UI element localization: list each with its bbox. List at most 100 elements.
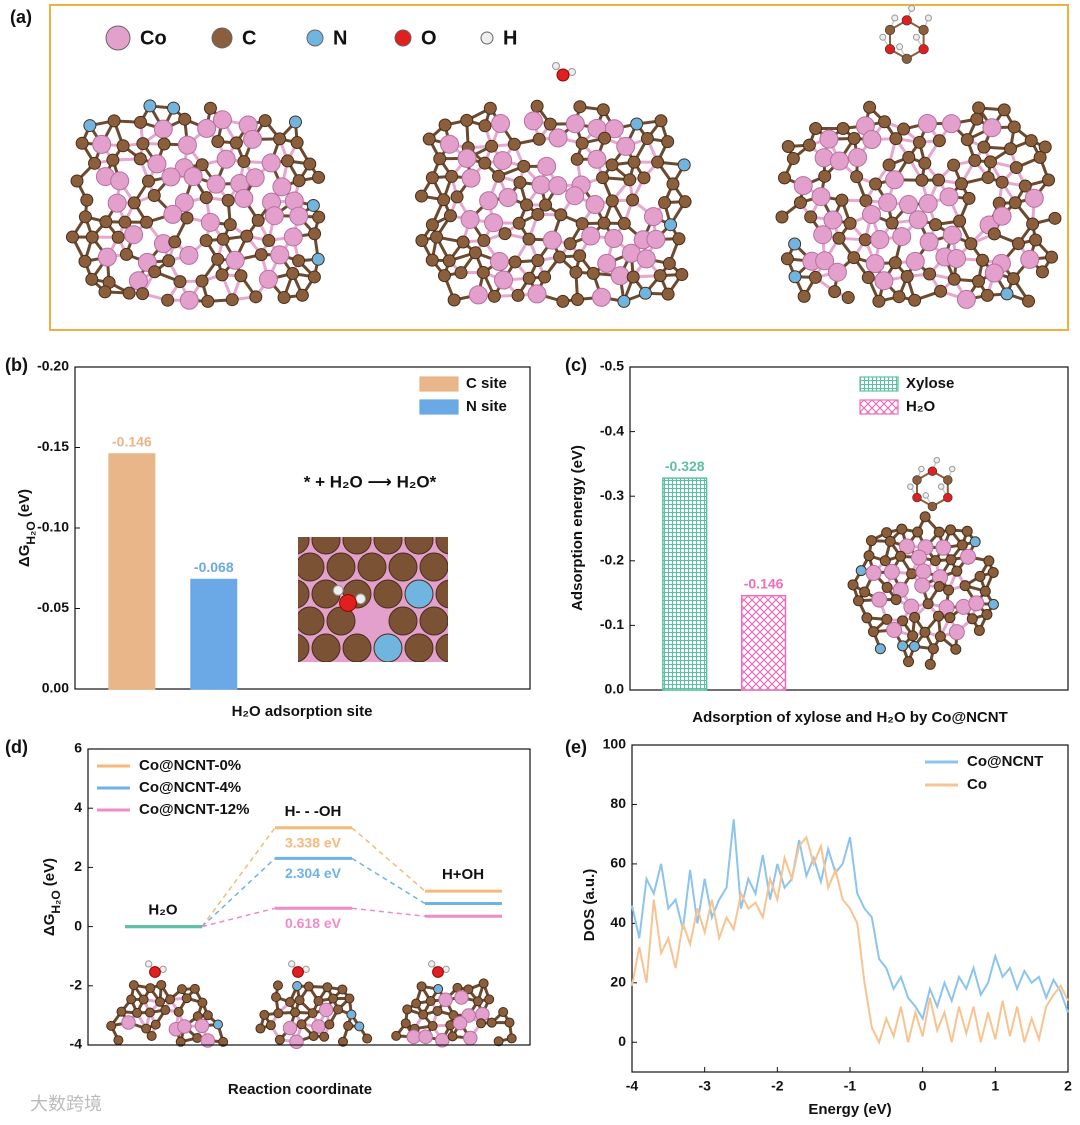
co-atom — [616, 136, 636, 156]
c-atom — [900, 269, 914, 283]
o-atom — [943, 492, 953, 503]
legend-label: N site — [466, 398, 507, 415]
c-atom — [902, 150, 916, 164]
co-atom — [908, 210, 928, 230]
structure — [255, 980, 373, 1050]
c-atom — [903, 656, 915, 668]
co-atom — [494, 270, 514, 290]
c-atom — [337, 1036, 348, 1047]
c-atom — [337, 984, 348, 995]
co-atom — [914, 577, 931, 594]
c-atom — [148, 265, 162, 279]
h-atom — [568, 68, 576, 76]
c-atom — [573, 249, 587, 263]
co-atom — [270, 245, 290, 265]
structure — [775, 100, 1062, 309]
c-atom — [150, 1019, 161, 1030]
c-atom — [173, 275, 187, 289]
co-atom — [811, 187, 831, 207]
c-atom — [202, 1010, 213, 1021]
co-atom — [435, 1032, 450, 1048]
c-atom — [981, 608, 993, 620]
c-atom — [319, 1031, 330, 1042]
h-atom — [948, 465, 956, 473]
n-atom — [662, 257, 676, 271]
y-tick-label: -0.3 — [600, 487, 624, 503]
c-atom — [333, 1004, 344, 1015]
c-atom — [75, 136, 89, 150]
c-atom — [897, 615, 909, 627]
o-atom — [292, 966, 304, 978]
n-atom — [419, 606, 448, 636]
x-axis-label: Adsorption of xylose and H₂O by Co@NCNT — [692, 709, 1007, 726]
c-atom — [119, 247, 133, 261]
x-tick-label: -1 — [844, 1078, 857, 1094]
co-atom — [968, 595, 985, 612]
c-atom — [259, 1009, 270, 1020]
c-atom — [425, 218, 439, 232]
c-atom — [808, 270, 822, 284]
co-atom — [438, 992, 453, 1007]
c-atom — [251, 213, 265, 227]
c-atom — [924, 658, 936, 670]
co-atom — [905, 251, 925, 271]
co-atom — [892, 227, 912, 247]
c-atom — [199, 191, 213, 205]
c-atom — [272, 980, 283, 991]
c-atom — [312, 170, 326, 184]
c-atom — [987, 598, 999, 610]
c-atom — [127, 196, 141, 210]
panel-label: (b) — [5, 355, 28, 375]
co-atom — [992, 206, 1012, 226]
c-atom — [225, 293, 239, 307]
c-atom — [944, 612, 956, 624]
c-atom — [478, 978, 489, 989]
c-atom — [181, 993, 192, 1004]
c-atom — [974, 570, 986, 582]
c-atom — [460, 113, 474, 127]
co-atom — [917, 114, 937, 134]
c-atom — [927, 501, 938, 512]
c-atom — [531, 207, 545, 221]
co-atom — [883, 563, 900, 580]
y-tick-label: -0.10 — [37, 519, 69, 535]
c-atom — [793, 196, 807, 210]
legend-swatch — [419, 376, 459, 392]
x-axis-label: H₂O adsorption site — [232, 703, 373, 720]
c-atom — [400, 1018, 411, 1029]
y-tick-label: -0.2 — [600, 552, 624, 568]
c-atom — [88, 156, 102, 170]
c-atom — [277, 291, 291, 305]
c-atom — [83, 119, 97, 133]
c-atom — [506, 1033, 517, 1044]
c-atom — [80, 193, 94, 207]
c-atom — [195, 274, 209, 288]
legend-swatch — [859, 376, 899, 392]
c-atom — [122, 286, 136, 300]
c-atom — [835, 193, 849, 207]
c-atom — [311, 252, 325, 266]
co-atom — [604, 229, 624, 249]
c-atom — [312, 210, 326, 224]
n-atom — [483, 101, 497, 115]
c-atom — [116, 139, 130, 153]
c-atom — [456, 235, 470, 249]
legend-swatch — [306, 29, 324, 47]
data-label: -0.146 — [112, 434, 152, 450]
c-atom — [1042, 173, 1056, 187]
o-atom — [432, 966, 444, 978]
co-atom — [527, 284, 547, 304]
c-atom — [212, 1019, 223, 1030]
y-axis-label: DOS (a.u.) — [581, 869, 598, 942]
c-atom — [983, 155, 997, 169]
c-atom — [507, 137, 521, 151]
c-atom — [847, 251, 861, 265]
c-atom — [85, 272, 99, 286]
co-atom — [261, 153, 281, 173]
c-atom — [472, 996, 483, 1007]
c-atom — [141, 1023, 152, 1034]
c-atom — [303, 981, 314, 992]
c-atom — [661, 287, 675, 301]
c-atom — [929, 218, 943, 232]
co-atom — [898, 538, 915, 555]
